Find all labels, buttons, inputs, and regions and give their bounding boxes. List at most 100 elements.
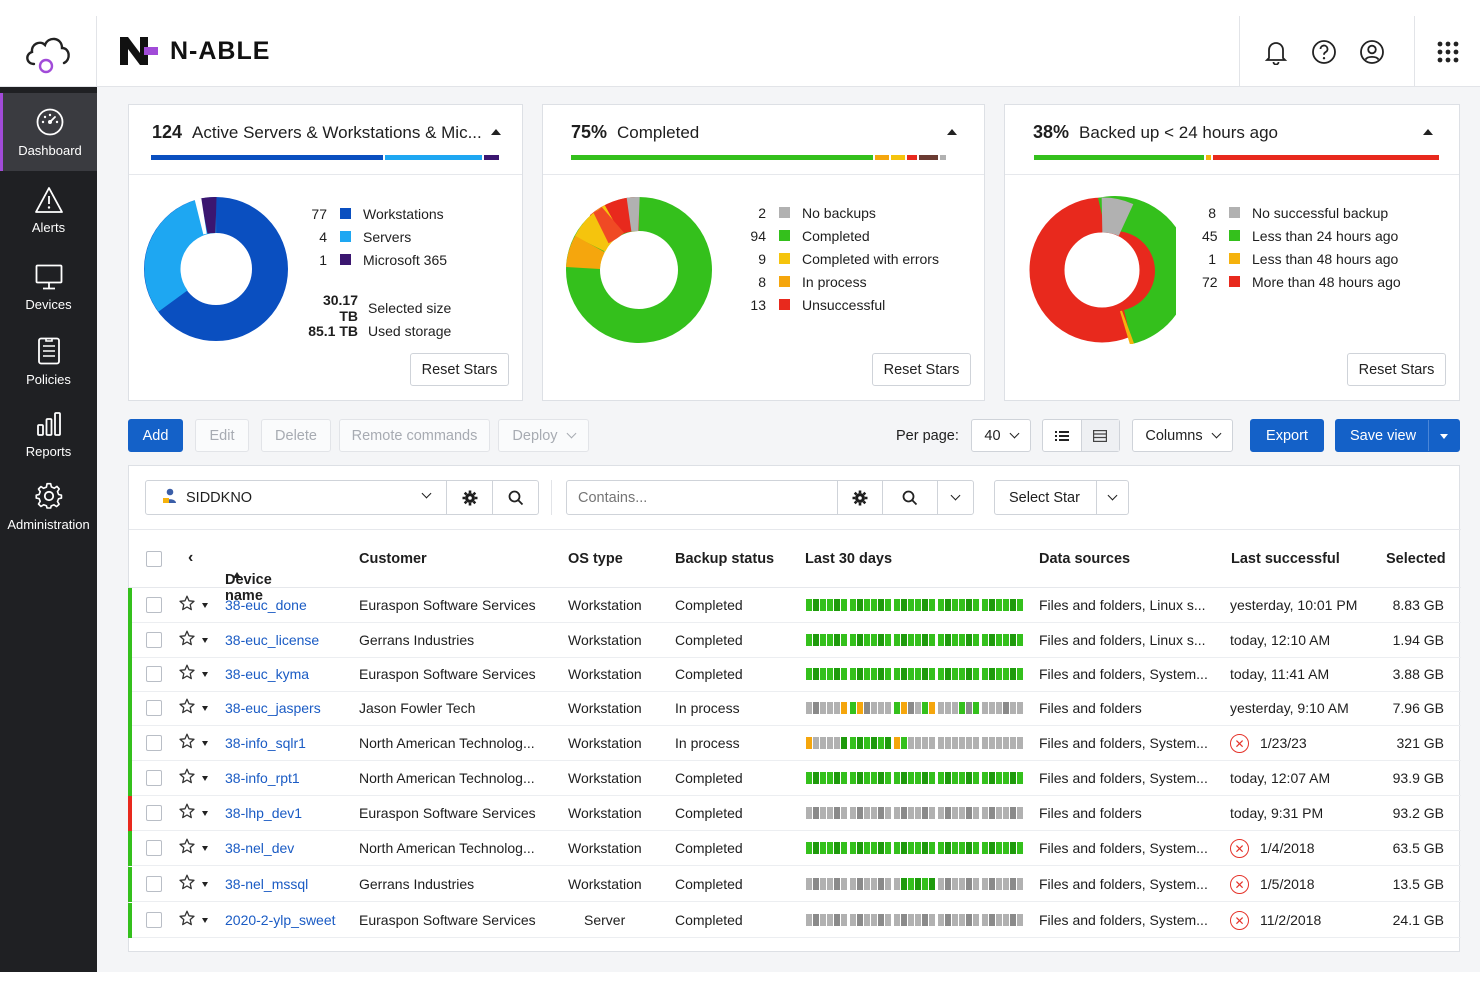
apps-grid-icon[interactable] bbox=[1414, 16, 1480, 87]
row-checkbox[interactable] bbox=[146, 912, 162, 928]
column-selected[interactable]: Selected bbox=[1386, 551, 1446, 567]
row-checkbox[interactable] bbox=[146, 770, 162, 786]
device-name-link[interactable]: 38-euc_done bbox=[225, 597, 307, 613]
column-last-successful[interactable]: Last successful bbox=[1231, 551, 1340, 567]
collapse-caret-icon[interactable] bbox=[947, 129, 957, 135]
row-checkbox[interactable] bbox=[146, 597, 162, 613]
row-menu-caret-icon[interactable] bbox=[202, 638, 208, 643]
delete-button[interactable]: Delete bbox=[261, 419, 331, 452]
column-data-sources[interactable]: Data sources bbox=[1039, 551, 1131, 567]
sidebar-item-dashboard[interactable]: Dashboard bbox=[0, 93, 97, 171]
star-icon[interactable] bbox=[179, 595, 195, 614]
star-icon[interactable] bbox=[179, 768, 195, 787]
table-row[interactable]: 38-nel_dev North American Technolog... Wor… bbox=[128, 831, 1461, 866]
collapse-caret-icon[interactable] bbox=[491, 129, 501, 135]
device-name-link[interactable]: 38-euc_jaspers bbox=[225, 700, 321, 716]
row-checkbox[interactable] bbox=[146, 666, 162, 682]
table-row[interactable]: 38-info_sqlr1 North American Technolog...… bbox=[128, 726, 1461, 761]
scope-search-icon[interactable] bbox=[492, 481, 538, 514]
row-checkbox[interactable] bbox=[146, 805, 162, 821]
column-customer[interactable]: Customer bbox=[359, 551, 427, 567]
row-menu-caret-icon[interactable] bbox=[202, 603, 208, 608]
select-all-checkbox[interactable] bbox=[146, 551, 162, 567]
row-checkbox[interactable] bbox=[146, 632, 162, 648]
device-name-link[interactable]: 38-info_sqlr1 bbox=[225, 735, 306, 751]
table-row[interactable]: 38-nel_mssql Gerrans Industries Workstatio… bbox=[128, 867, 1461, 902]
device-name-link[interactable]: 38-nel_mssql bbox=[225, 876, 309, 892]
row-menu-caret-icon[interactable] bbox=[202, 741, 208, 746]
table-row[interactable]: 2020-2-ylp_sweet Euraspon Software Servic… bbox=[128, 903, 1461, 938]
device-name-link[interactable]: 38-lhp_dev1 bbox=[225, 805, 303, 821]
search-icon[interactable] bbox=[882, 481, 937, 514]
help-icon[interactable] bbox=[1300, 16, 1348, 87]
star-icon[interactable] bbox=[179, 733, 195, 752]
row-menu-caret-icon[interactable] bbox=[202, 706, 208, 711]
collapse-caret-icon[interactable] bbox=[1423, 129, 1433, 135]
card-header[interactable]: 124 Active Servers & Workstations & Mic..… bbox=[129, 105, 522, 175]
row-checkbox[interactable] bbox=[146, 840, 162, 856]
scope-settings-icon[interactable] bbox=[446, 481, 492, 514]
star-icon[interactable] bbox=[179, 630, 195, 649]
row-checkbox[interactable] bbox=[146, 735, 162, 751]
cloud-logo[interactable] bbox=[0, 16, 97, 87]
card-header[interactable]: 75% Completed bbox=[543, 105, 984, 175]
deploy-dropdown[interactable]: Deploy bbox=[498, 419, 589, 452]
device-name-link[interactable]: 38-euc_license bbox=[225, 632, 320, 648]
star-icon[interactable] bbox=[179, 803, 195, 822]
per-page-select[interactable]: 40 bbox=[971, 419, 1031, 452]
column-last-30-days[interactable]: Last 30 days bbox=[805, 551, 893, 567]
user-icon[interactable] bbox=[1348, 16, 1396, 87]
reset-stars-button[interactable]: Reset Stars bbox=[872, 353, 971, 386]
row-menu-caret-icon[interactable] bbox=[202, 811, 208, 816]
select-star-dropdown[interactable]: Select Star bbox=[994, 480, 1129, 515]
row-menu-caret-icon[interactable] bbox=[202, 776, 208, 781]
sidebar-item-reports[interactable]: Reports bbox=[0, 398, 97, 471]
save-view-button[interactable]: Save view bbox=[1335, 419, 1460, 452]
caret-down-icon[interactable] bbox=[1440, 434, 1448, 439]
bell-icon[interactable] bbox=[1252, 16, 1300, 87]
device-name-link[interactable]: 38-nel_dev bbox=[225, 840, 295, 856]
edit-button[interactable]: Edit bbox=[195, 419, 249, 452]
row-checkbox[interactable] bbox=[146, 876, 162, 892]
scope-selector[interactable]: SIDDKNO bbox=[145, 480, 539, 515]
brand-logo[interactable]: N-ABLE bbox=[118, 34, 270, 68]
list-view-icon[interactable] bbox=[1043, 420, 1082, 451]
sidebar-item-policies[interactable]: Policies bbox=[0, 325, 97, 398]
sidebar-item-alerts[interactable]: Alerts bbox=[0, 171, 97, 249]
export-button[interactable]: Export bbox=[1250, 419, 1324, 452]
row-menu-caret-icon[interactable] bbox=[202, 672, 208, 677]
star-icon[interactable] bbox=[179, 838, 195, 857]
column-os-type[interactable]: OS type bbox=[568, 551, 623, 567]
sidebar-item-administration[interactable]: Administration bbox=[0, 471, 97, 541]
column-backup-status[interactable]: Backup status bbox=[675, 551, 775, 567]
reset-stars-button[interactable]: Reset Stars bbox=[1347, 353, 1446, 386]
compact-view-icon[interactable] bbox=[1081, 420, 1119, 451]
card-header[interactable]: 38% Backed up < 24 hours ago bbox=[1005, 105, 1459, 175]
add-button[interactable]: Add bbox=[128, 419, 183, 452]
table-row[interactable]: 38-info_rpt1 North American Technolog... W… bbox=[128, 761, 1461, 796]
table-row[interactable]: 38-euc_kyma Euraspon Software Services Wor… bbox=[128, 657, 1461, 692]
table-row[interactable]: 38-euc_jaspers Jason Fowler Tech Workstati… bbox=[128, 691, 1461, 726]
row-menu-caret-icon[interactable] bbox=[202, 846, 208, 851]
table-row[interactable]: 38-lhp_dev1 Euraspon Software Services Wor… bbox=[128, 796, 1461, 831]
device-name-link[interactable]: 38-euc_kyma bbox=[225, 666, 310, 682]
collapse-columns-icon[interactable]: ‹ bbox=[188, 549, 194, 566]
star-icon[interactable] bbox=[179, 698, 195, 717]
search-input[interactable] bbox=[578, 482, 848, 513]
row-menu-caret-icon[interactable] bbox=[202, 882, 208, 887]
search-settings-icon[interactable] bbox=[837, 481, 882, 514]
reset-stars-button[interactable]: Reset Stars bbox=[410, 353, 509, 386]
chevron-down-icon[interactable] bbox=[1096, 481, 1128, 514]
search-options-chevron[interactable] bbox=[937, 481, 973, 514]
table-row[interactable]: 38-euc_done Euraspon Software Services Wor… bbox=[128, 588, 1461, 623]
star-icon[interactable] bbox=[179, 664, 195, 683]
table-row[interactable]: 38-euc_license Gerrans Industries Workstat… bbox=[128, 623, 1461, 658]
sidebar-item-devices[interactable]: Devices bbox=[0, 249, 97, 325]
device-name-link[interactable]: 2020-2-ylp_sweet bbox=[225, 912, 336, 928]
chevron-down-icon[interactable] bbox=[421, 488, 432, 499]
star-icon[interactable] bbox=[179, 874, 195, 893]
columns-dropdown[interactable]: Columns bbox=[1132, 419, 1233, 452]
row-checkbox[interactable] bbox=[146, 700, 162, 716]
remote-commands-button[interactable]: Remote commands bbox=[339, 419, 490, 452]
row-menu-caret-icon[interactable] bbox=[202, 918, 208, 923]
